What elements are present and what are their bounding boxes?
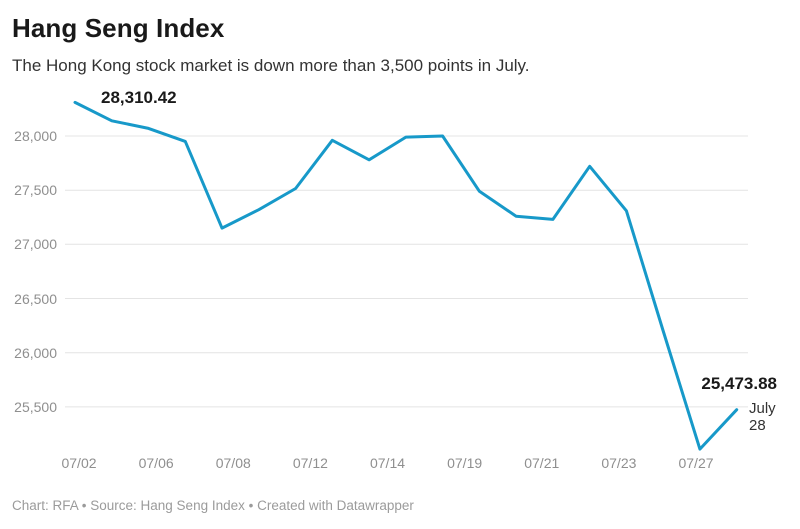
x-axis-tick-label: 07/08 xyxy=(215,455,251,471)
y-axis-tick-label: 25,500 xyxy=(14,398,57,415)
y-axis-tick-label: 28,000 xyxy=(14,128,57,144)
x-axis-tick-label: 07/19 xyxy=(447,455,483,471)
last-point-date-label: July 28 xyxy=(749,400,776,434)
x-axis-tick-label: 07/06 xyxy=(138,455,174,471)
last-date-month: July xyxy=(749,400,776,417)
line-chart-canvas xyxy=(65,100,748,451)
x-axis-tick-label: 07/14 xyxy=(369,455,406,471)
y-axis-tick-label: 27,500 xyxy=(14,182,57,199)
chart-subtitle: The Hong Kong stock market is down more … xyxy=(12,56,530,75)
x-axis-tick-label: 07/12 xyxy=(292,455,328,471)
x-axis: 07/02 07/06 07/08 07/12 07/14 07/19 07/21 07/23… xyxy=(0,455,800,475)
y-axis-tick-label: 26,500 xyxy=(14,290,57,307)
y-axis-tick-label: 27,000 xyxy=(14,236,57,253)
attribution-footer: Chart: RFA • Source: Hang Seng Index • C… xyxy=(12,498,414,513)
chart-title: Hang Seng Index xyxy=(12,13,225,43)
x-axis-tick-label: 07/23 xyxy=(601,455,637,471)
y-axis-tick-label: 26,000 xyxy=(14,344,57,361)
last-date-day: 28 xyxy=(749,417,766,434)
x-axis-tick-label: 07/27 xyxy=(678,455,714,471)
last-point-value-label: 25,473.88 xyxy=(701,374,777,393)
x-axis-tick-label: 07/02 xyxy=(61,455,97,471)
hang-seng-index-line xyxy=(73,100,739,451)
first-point-value-label: 28,310.42 xyxy=(101,88,177,107)
x-axis-tick-label: 07/21 xyxy=(524,455,560,471)
